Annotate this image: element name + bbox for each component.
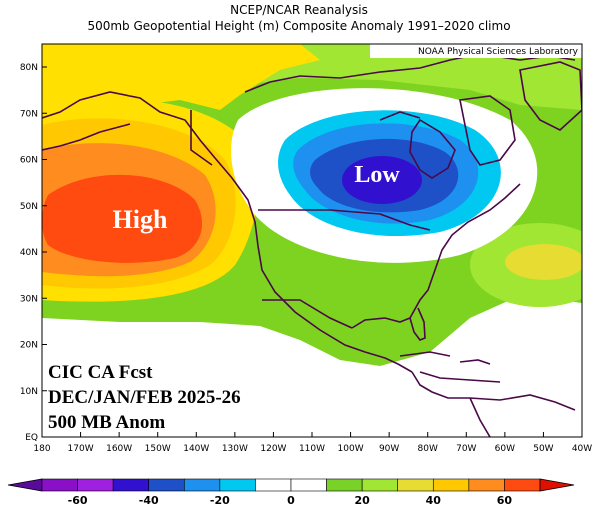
low-label: Low [354, 162, 400, 188]
lon-tick-label: 170W [68, 444, 94, 454]
lon-tick-label: 160W [106, 444, 132, 454]
lat-tick-label: 40N [20, 248, 38, 258]
colorbar-swatch [112, 478, 150, 492]
colorbar: -60 -40 -20 0 20 40 60 [7, 478, 575, 507]
lon-tick-label: 140W [183, 444, 209, 454]
latitude-axis: 80N 70N 60N 50N 40N 30N 20N 10N EQ [20, 63, 47, 443]
colorbar-swatch [41, 478, 78, 492]
annotation-line-2: DEC/JAN/FEB 2025-26 [48, 387, 241, 408]
longitude-axis: 180 170W 160W 150W 140W 130W 120W 110W 100W 90W 80… [33, 432, 592, 454]
colorbar-label: -20 [210, 494, 230, 507]
high-red [42, 174, 203, 263]
field-white-south [42, 300, 582, 437]
lon-tick-label: 150W [145, 444, 171, 454]
chart-title: NCEP/NCAR Reanalysis [230, 3, 368, 17]
lon-tick-label: 180 [33, 444, 50, 454]
lon-tick-label: 60W [495, 444, 515, 454]
colorbar-label: 60 [497, 494, 513, 507]
annotation-line-3: 500 MB Anom [48, 412, 165, 433]
lon-tick-label: 80W [418, 444, 438, 454]
lon-tick-label: 90W [379, 444, 399, 454]
field-yellow-atlantic [505, 244, 582, 280]
low-darkblue [342, 156, 422, 204]
colorbar-swatch [148, 478, 185, 492]
colorbar-swatch [504, 478, 541, 492]
coastlines [42, 53, 582, 437]
colorbar-swatch [255, 478, 292, 492]
colorbar-swatch [326, 478, 363, 492]
colorbar-min-arrow [7, 478, 43, 492]
lon-tick-label: 40W [572, 444, 592, 454]
lon-tick-label: 50W [533, 444, 553, 454]
colorbar-label: -60 [68, 494, 88, 507]
lon-tick-label: 120W [260, 444, 286, 454]
lat-tick-label: 10N [20, 387, 38, 397]
lat-tick-label: 80N [20, 63, 38, 73]
colorbar-label: 0 [287, 494, 295, 507]
lat-tick-label: 20N [20, 341, 38, 351]
lon-tick-label: 70W [456, 444, 476, 454]
lon-tick-label: 100W [338, 444, 364, 454]
lon-tick-label: 110W [299, 444, 325, 454]
lat-tick-label: 30N [20, 294, 38, 304]
colorbar-label: -40 [139, 494, 159, 507]
anomaly-field: NOAA Physical Sciences Laboratory High L… [42, 44, 582, 437]
lat-tick-label: 60N [20, 156, 38, 166]
lat-tick-label: 50N [20, 202, 38, 212]
colorbar-label: 20 [354, 494, 370, 507]
colorbar-swatch [77, 478, 114, 492]
credit-text: NOAA Physical Sciences Laboratory [418, 47, 579, 57]
high-label: High [113, 205, 168, 234]
field-yellow-north [42, 44, 320, 140]
colorbar-label: 40 [426, 494, 442, 507]
colorbar-swatch [183, 478, 221, 492]
colorbar-swatch [290, 478, 327, 492]
colorbar-swatch [219, 478, 256, 492]
colorbar-swatch [432, 478, 470, 492]
lat-tick-label: 70N [20, 109, 38, 119]
annotation-line-1: CIC CA Fcst [48, 362, 153, 383]
credit-box [370, 44, 582, 58]
colorbar-swatch [361, 478, 399, 492]
colorbar-max-arrow [539, 478, 575, 492]
colorbar-swatch [468, 478, 505, 492]
chart-subtitle: 500mb Geopotential Height (m) Composite … [87, 19, 511, 33]
lon-tick-label: 130W [222, 444, 248, 454]
lat-tick-label: EQ [25, 433, 38, 443]
colorbar-swatch [397, 478, 434, 492]
